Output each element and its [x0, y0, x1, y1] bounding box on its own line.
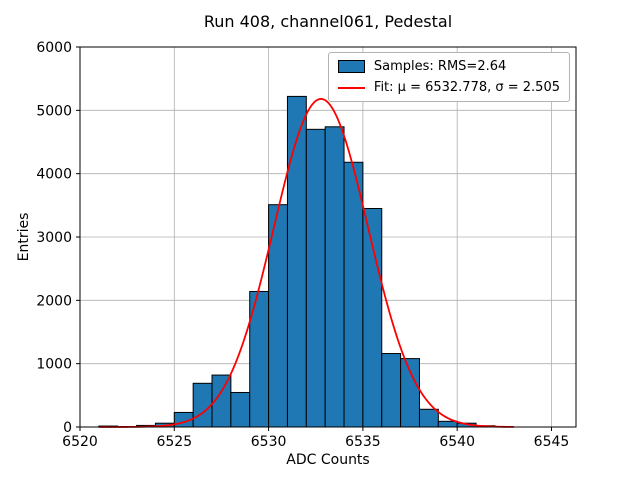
y-tick-label: 0 — [63, 420, 72, 436]
histogram-patch-swatch — [337, 60, 365, 73]
plot-title: Run 408, channel061, Pedestal — [203, 12, 453, 31]
y-tick-label: 1000 — [36, 357, 72, 373]
legend-label-samples: Samples: RMS=2.64 — [373, 59, 507, 74]
y-tick-label: 2000 — [36, 293, 72, 309]
x-tick-label: 6520 — [62, 434, 98, 450]
legend-entry-samples: Samples: RMS=2.64 — [337, 59, 560, 74]
histogram-bar — [418, 408, 439, 428]
histogram-bar — [437, 420, 458, 428]
histogram-bar — [324, 126, 345, 428]
y-tick-label: 5000 — [36, 103, 72, 119]
histogram-bar — [305, 128, 326, 428]
histogram-bar — [286, 95, 307, 428]
y-tick-label: 6000 — [36, 40, 72, 56]
y-tick-label: 4000 — [36, 167, 72, 183]
y-axis-label: Entries — [16, 212, 32, 262]
x-tick-label: 6525 — [156, 434, 192, 450]
histogram-bar — [192, 382, 213, 428]
legend-label-fit: Fit: μ = 6532.778, σ = 2.505 — [373, 80, 560, 95]
x-tick-label: 6545 — [534, 434, 570, 450]
x-axis-label: ADC Counts — [286, 452, 370, 468]
legend: Samples: RMS=2.64 Fit: μ = 6532.778, σ =… — [327, 52, 570, 102]
x-tick-label: 6540 — [439, 434, 475, 450]
histogram-bar — [362, 208, 383, 428]
histogram-bar — [381, 353, 402, 428]
y-tick-label: 3000 — [36, 230, 72, 246]
gaussian-fit-curve — [98, 98, 514, 428]
fit-line-swatch — [337, 81, 365, 94]
x-tick-label: 6535 — [345, 434, 381, 450]
histogram-bar — [230, 391, 251, 428]
legend-entry-fit: Fit: μ = 6532.778, σ = 2.505 — [337, 80, 560, 95]
x-tick-label: 6530 — [251, 434, 287, 450]
histogram-bar — [400, 358, 420, 428]
histogram-bar — [343, 161, 364, 428]
